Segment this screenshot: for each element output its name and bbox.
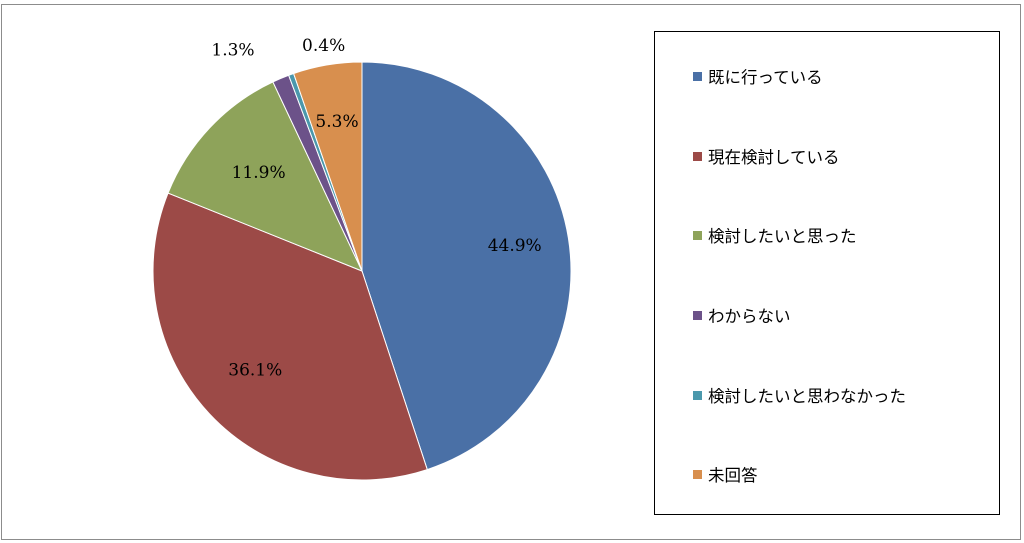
legend-label: 検討したいと思った: [708, 227, 857, 246]
pie-data-label: 5.3%: [315, 112, 358, 132]
pie-slice: [292, 61, 363, 272]
legend-item: 現在検討している: [693, 144, 840, 168]
legend-swatch: [693, 151, 702, 161]
legend-label: わからない: [708, 307, 791, 326]
legend-swatch: [693, 310, 702, 320]
legend-item: わからない: [693, 303, 791, 327]
legend-label: 現在検討している: [708, 148, 840, 167]
pie-data-labels: 44.9% 36.1% 11.9% 1.3% 0.4% 5.3%: [211, 36, 541, 380]
pie-data-label: 0.4%: [302, 36, 345, 56]
legend-swatch: [693, 230, 702, 240]
legend-swatch: [693, 71, 702, 81]
legend-label: 既に行っている: [708, 68, 823, 87]
legend-swatch: [693, 390, 702, 400]
pie-data-label: 1.3%: [211, 41, 254, 61]
legend-label: 検討したいと思わなかった: [708, 387, 906, 406]
legend-item: 既に行っている: [693, 64, 823, 88]
legend-item: 検討したいと思った: [693, 223, 857, 247]
pie-slice: [167, 81, 363, 272]
legend-swatch: [693, 469, 702, 479]
legend-item: 検討したいと思わなかった: [693, 383, 906, 407]
pie-slice: [361, 61, 572, 471]
pie-slices: [152, 61, 572, 481]
legend-item: 未回答: [693, 462, 758, 486]
pie-data-label: 11.9%: [232, 163, 286, 183]
pie-data-label: 36.1%: [228, 361, 282, 381]
pie-slice: [152, 192, 428, 481]
pie-data-label: 44.9%: [488, 236, 542, 256]
legend-label: 未回答: [708, 466, 758, 485]
legend: 既に行っている 現在検討している 検討したいと思った わからない 検討したいと思…: [654, 31, 1000, 515]
